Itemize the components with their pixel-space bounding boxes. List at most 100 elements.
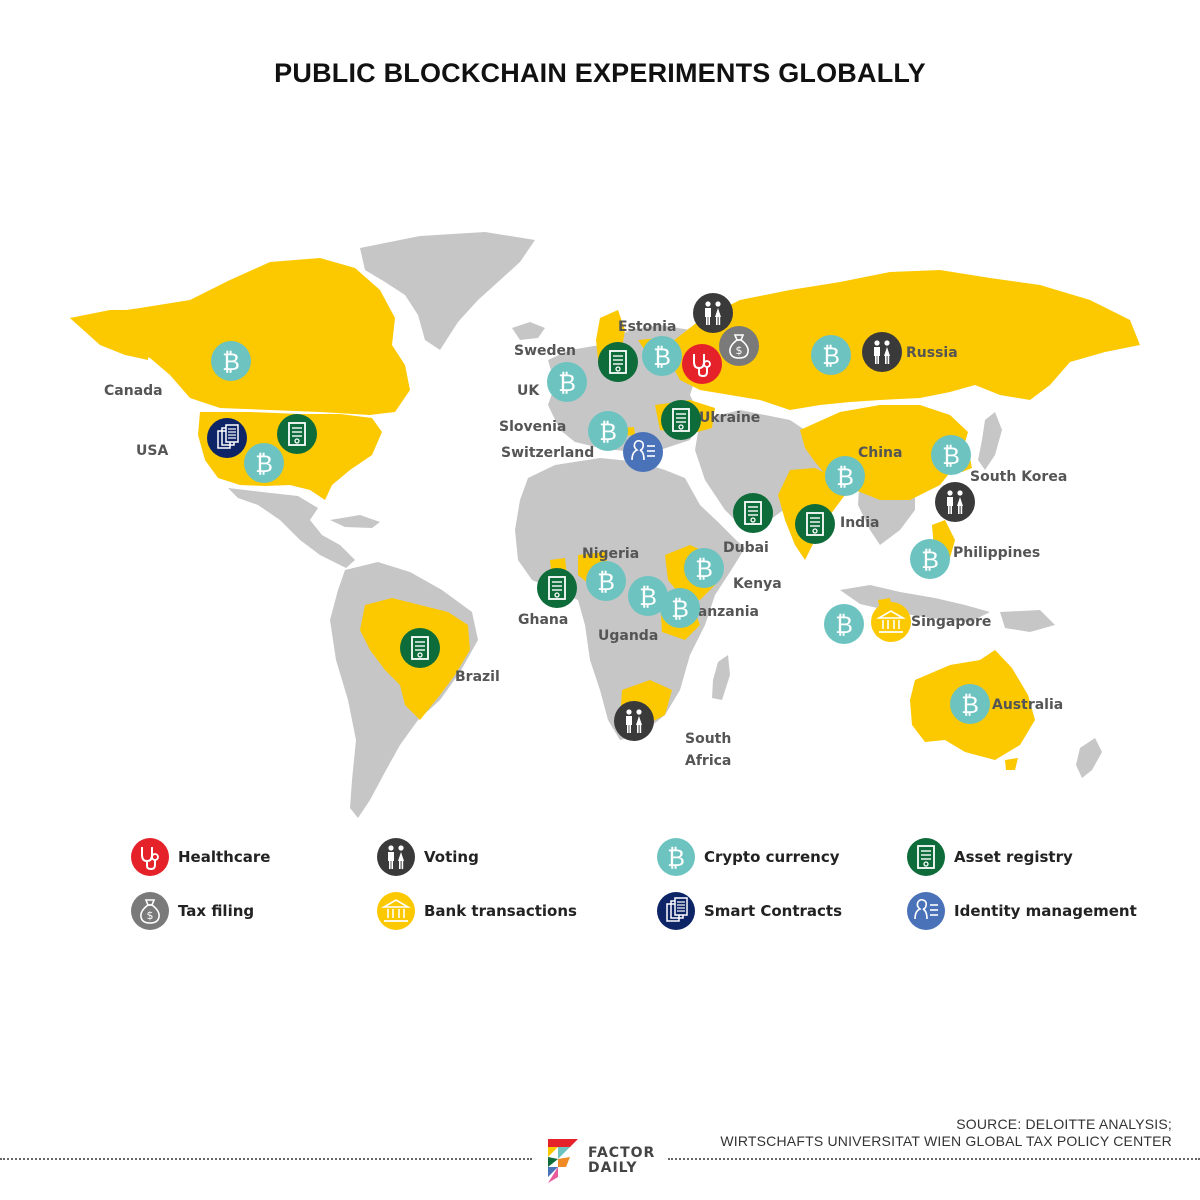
- mexico: [228, 488, 355, 568]
- marker-canada-crypto: [211, 341, 251, 381]
- source-line2: WIRTSCHAFTS UNIVERSITAT WIEN GLOBAL TAX …: [720, 1133, 1172, 1149]
- bitcoin-icon: [657, 838, 695, 876]
- factor-daily-logo-text: FACTOR DAILY: [588, 1146, 655, 1176]
- canada-shape: [70, 258, 410, 415]
- new-zealand: [1076, 738, 1102, 778]
- marker-philippines-crypto: [910, 539, 950, 579]
- identity-icon: [907, 892, 945, 930]
- voting-icon: [693, 293, 733, 333]
- document-icon: [598, 342, 638, 382]
- legend-healthcare-label: Healthcare: [178, 848, 271, 866]
- marker-russia-voting: [862, 332, 902, 372]
- bitcoin-icon-glyph: [695, 555, 713, 583]
- legend-voting: Voting: [376, 837, 479, 877]
- legend-smart: Smart Contracts: [656, 891, 842, 931]
- label-south-korea: South Korea: [970, 469, 1067, 485]
- bitcoin-icon-glyph: [222, 348, 240, 376]
- russia-shape: [668, 270, 1140, 410]
- alaska-shape: [70, 310, 148, 360]
- caribbean: [330, 515, 380, 528]
- legend-voting-label: Voting: [424, 848, 479, 866]
- healthcare-icon: [131, 838, 169, 876]
- label-switzerland: Switzerland: [501, 445, 594, 461]
- logo-line2: DAILY: [588, 1160, 638, 1176]
- legend-identity: Identity management: [906, 891, 1137, 931]
- label-nigeria: Nigeria: [582, 546, 639, 562]
- japan: [978, 412, 1002, 470]
- marker-usa-crypto: [244, 443, 284, 483]
- marker-estonia-tax: [719, 326, 759, 366]
- document-icon: [733, 493, 773, 533]
- indonesia: [840, 585, 990, 622]
- marker-sweden-asset: [598, 342, 638, 382]
- footer-divider-left: [0, 1158, 532, 1160]
- marker-estonia-crypto: [642, 336, 682, 376]
- label-singapore: Singapore: [911, 614, 991, 630]
- madagascar: [712, 655, 730, 700]
- label-uganda: Uganda: [598, 628, 658, 644]
- legend-identity-label: Identity management: [954, 902, 1137, 920]
- label-estonia: Estonia: [618, 319, 676, 335]
- document-icon: [400, 628, 440, 668]
- marker-slovenia-crypto: [588, 411, 628, 451]
- voting-icon: [935, 482, 975, 522]
- marker-ukraine-asset: [661, 400, 701, 440]
- marker-brazil-asset: [400, 628, 440, 668]
- marker-singapore-crypto: [824, 604, 864, 644]
- label-south-africa-line1: South: [685, 731, 731, 747]
- label-india: India: [840, 515, 879, 531]
- document-icon: [795, 504, 835, 544]
- label-brazil: Brazil: [455, 669, 500, 685]
- bitcoin-icon-glyph: [822, 342, 840, 370]
- document-icon: [661, 400, 701, 440]
- label-sweden: Sweden: [514, 343, 576, 359]
- logo-line1: FACTOR: [588, 1145, 656, 1161]
- marker-china-crypto: [825, 456, 865, 496]
- footer-divider-right: [668, 1158, 1200, 1160]
- marker-south-africa-voting: [614, 701, 654, 741]
- bitcoin-icon-glyph: [597, 568, 615, 596]
- greenland: [360, 232, 535, 350]
- label-canada: Canada: [104, 383, 163, 399]
- marker-ghana-asset: [537, 568, 577, 608]
- label-kenya: Kenya: [733, 576, 782, 592]
- label-ghana: Ghana: [518, 612, 568, 628]
- voting-icon: [862, 332, 902, 372]
- legend-crypto-label: Crypto currency: [704, 848, 840, 866]
- factor-daily-logo: FACTOR DAILY: [546, 1137, 655, 1185]
- source-note: SOURCE: DELOITTE ANALYSIS; WIRTSCHAFTS U…: [720, 1116, 1172, 1150]
- bitcoin-icon-glyph: [942, 442, 960, 470]
- label-usa: USA: [136, 443, 168, 459]
- bitcoin-icon-glyph: [836, 463, 854, 491]
- marker-nigeria-crypto: [586, 561, 626, 601]
- bitcoin-icon-glyph: [921, 546, 939, 574]
- marker-usa-asset: [277, 414, 317, 454]
- marker-australia-crypto: [950, 684, 990, 724]
- iceland: [512, 322, 545, 340]
- contracts-icon: [657, 892, 695, 930]
- legend-bank: Bank transactions: [376, 891, 577, 931]
- bank-icon: [377, 892, 415, 930]
- marker-kenya-crypto: [684, 548, 724, 588]
- bitcoin-icon-glyph: [835, 611, 853, 639]
- bitcoin-icon-glyph: [255, 450, 273, 478]
- page-title: PUBLIC BLOCKCHAIN EXPERIMENTS GLOBALLY: [274, 58, 926, 88]
- marker-usa-smart: [207, 418, 247, 458]
- marker-estonia-voting: [693, 293, 733, 333]
- legend-asset: Asset registry: [906, 837, 1073, 877]
- label-tanzania: Tanzania: [690, 604, 759, 620]
- document-icon: [537, 568, 577, 608]
- legend-healthcare: Healthcare: [130, 837, 270, 877]
- document-icon: [277, 414, 317, 454]
- label-philippines: Philippines: [953, 545, 1040, 561]
- new-guinea: [1000, 610, 1055, 632]
- label-dubai: Dubai: [723, 540, 769, 556]
- marker-singapore-bank: [871, 602, 911, 642]
- bitcoin-icon-glyph: [639, 583, 657, 611]
- document-icon: [907, 838, 945, 876]
- bitcoin-icon-glyph: [671, 595, 689, 623]
- factor-daily-logo-mark: [548, 1139, 578, 1183]
- money-bag-icon: [131, 892, 169, 930]
- stethoscope-icon: [682, 344, 722, 384]
